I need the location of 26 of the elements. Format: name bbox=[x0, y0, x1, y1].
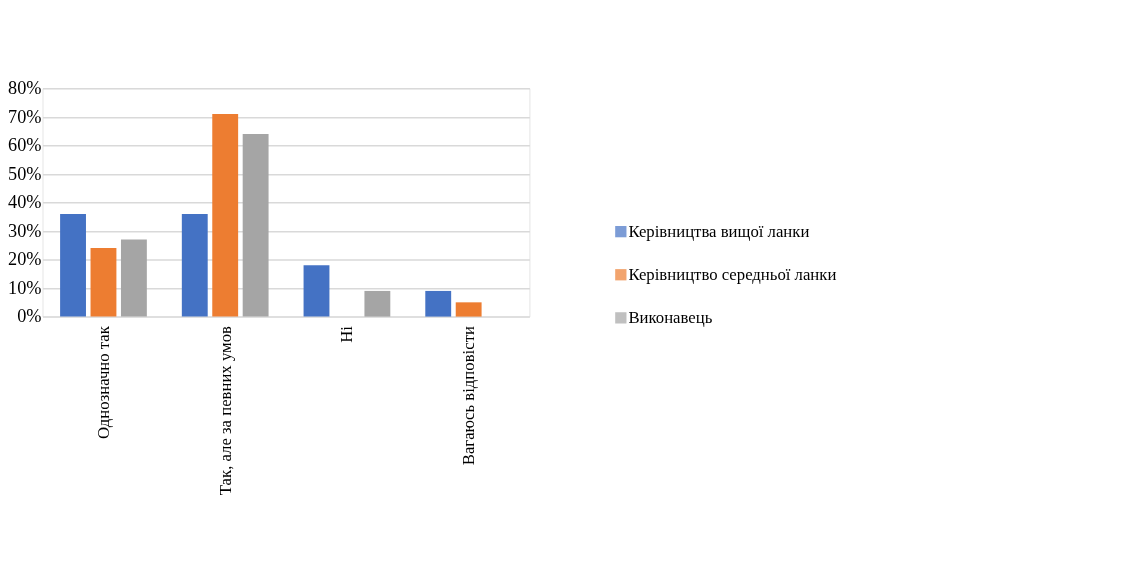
y-tick-label: 40% bbox=[8, 192, 42, 213]
x-tick-label: Вагаюсь відповісти bbox=[458, 326, 478, 466]
legend-label: Керівництва вищої ланки bbox=[628, 221, 810, 241]
bar bbox=[455, 302, 482, 317]
y-tick-label: 80% bbox=[8, 78, 42, 99]
y-tick-label: 20% bbox=[8, 249, 42, 270]
bar bbox=[212, 114, 239, 317]
y-tick-label: 30% bbox=[8, 220, 42, 241]
y-tick-label: 50% bbox=[8, 163, 42, 184]
bar bbox=[60, 213, 86, 317]
bar bbox=[181, 213, 208, 317]
legend-label: Керівництво середньої ланки bbox=[628, 265, 837, 285]
bar bbox=[120, 239, 147, 317]
y-tick-label: 70% bbox=[8, 106, 42, 127]
bar bbox=[90, 248, 117, 317]
bar bbox=[242, 134, 269, 317]
x-tick-label: Так, але за певних умов bbox=[215, 326, 235, 496]
y-tick-label: 0% bbox=[17, 306, 42, 327]
bar bbox=[364, 290, 391, 317]
y-tick-label: 60% bbox=[8, 135, 42, 156]
bar bbox=[425, 290, 452, 317]
x-tick-label: Ні bbox=[337, 325, 357, 343]
x-tick-label: Однозначно так bbox=[93, 325, 113, 440]
legend-label: Виконавець bbox=[628, 308, 713, 328]
bar bbox=[303, 265, 330, 317]
y-tick-label: 10% bbox=[8, 277, 42, 298]
